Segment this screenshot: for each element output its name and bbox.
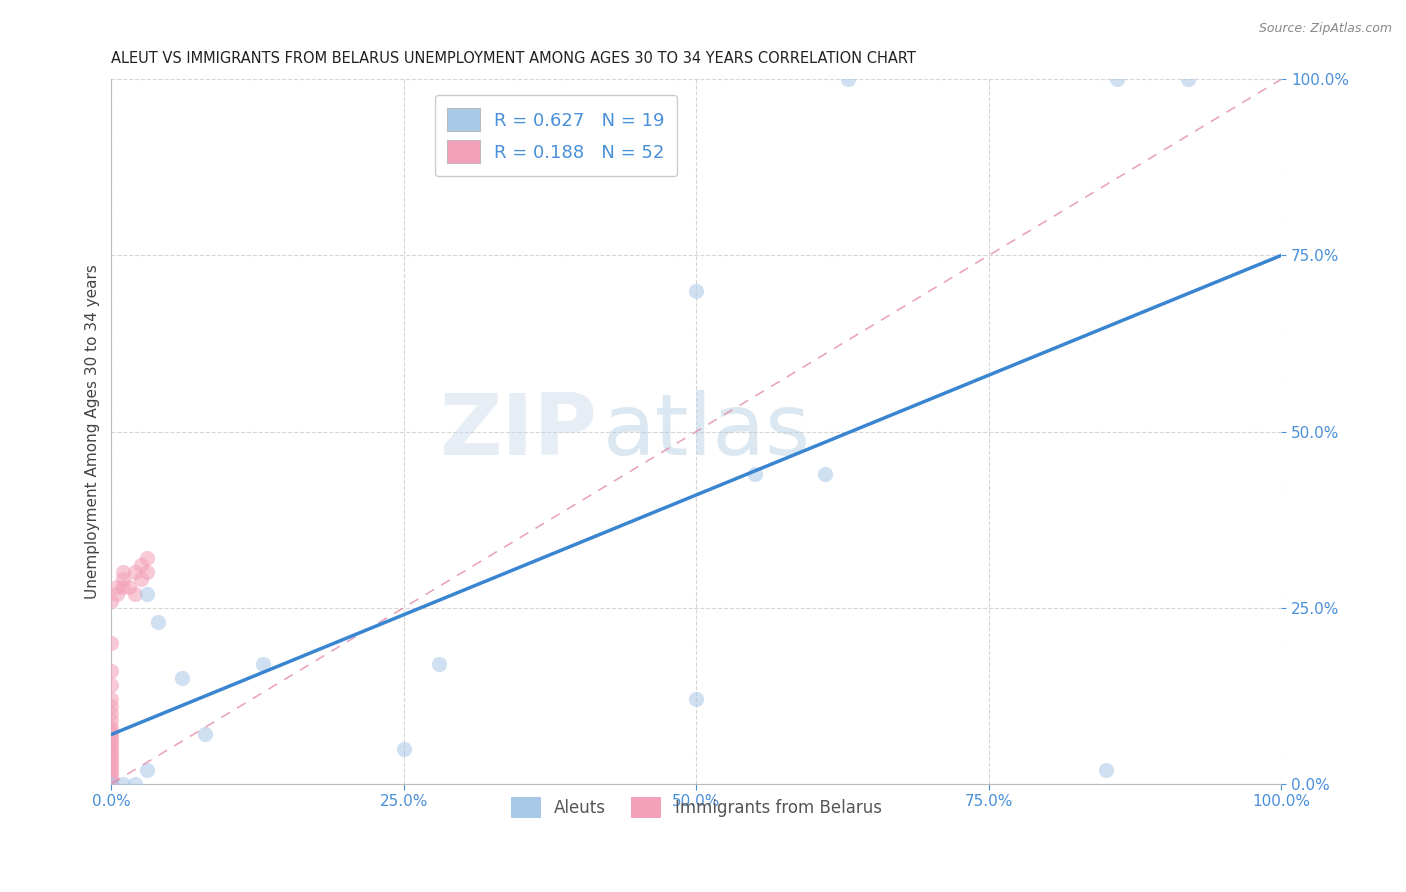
Point — [100, 777, 122, 791]
Point — [100, 664, 122, 678]
Point — [135, 566, 157, 580]
Point — [100, 593, 122, 607]
Point — [685, 692, 707, 706]
Point — [100, 699, 122, 714]
Point — [100, 706, 122, 721]
Point — [100, 766, 122, 780]
Point — [100, 777, 122, 791]
Point — [100, 752, 122, 766]
Point — [100, 777, 122, 791]
Point — [100, 692, 122, 706]
Point — [100, 777, 122, 791]
Point — [392, 741, 415, 756]
Point — [100, 777, 122, 791]
Point — [100, 777, 122, 791]
Point — [427, 657, 450, 671]
Point — [100, 770, 122, 784]
Point — [135, 551, 157, 566]
Point — [100, 777, 122, 791]
Point — [112, 777, 135, 791]
Point — [100, 777, 122, 791]
Point — [124, 586, 146, 600]
Point — [100, 714, 122, 728]
Point — [100, 756, 122, 770]
Point — [194, 727, 217, 741]
Point — [100, 723, 122, 738]
Point — [100, 748, 122, 763]
Point — [148, 615, 170, 629]
Point — [170, 671, 193, 685]
Point — [100, 734, 122, 748]
Point — [100, 777, 122, 791]
Point — [252, 657, 274, 671]
Point — [112, 580, 135, 594]
Point — [100, 727, 122, 741]
Point — [135, 763, 157, 777]
Point — [100, 777, 122, 791]
Text: ZIP: ZIP — [439, 390, 596, 473]
Point — [100, 777, 122, 791]
Point — [100, 759, 122, 773]
Point — [100, 777, 122, 791]
Point — [1107, 72, 1129, 87]
Point — [135, 586, 157, 600]
Legend: Aleuts, Immigrants from Belarus: Aleuts, Immigrants from Belarus — [505, 790, 889, 825]
Point — [100, 777, 122, 791]
Point — [105, 580, 128, 594]
Point — [100, 678, 122, 692]
Point — [118, 580, 141, 594]
Point — [100, 741, 122, 756]
Point — [124, 777, 146, 791]
Point — [100, 745, 122, 759]
Point — [100, 777, 122, 791]
Y-axis label: Unemployment Among Ages 30 to 34 years: Unemployment Among Ages 30 to 34 years — [86, 264, 100, 599]
Point — [100, 777, 122, 791]
Point — [129, 558, 152, 573]
Point — [129, 573, 152, 587]
Point — [685, 284, 707, 298]
Point — [112, 566, 135, 580]
Point — [1094, 763, 1116, 777]
Point — [105, 586, 128, 600]
Point — [744, 467, 766, 481]
Point — [124, 566, 146, 580]
Point — [100, 636, 122, 650]
Point — [112, 573, 135, 587]
Point — [837, 72, 859, 87]
Text: ALEUT VS IMMIGRANTS FROM BELARUS UNEMPLOYMENT AMONG AGES 30 TO 34 YEARS CORRELAT: ALEUT VS IMMIGRANTS FROM BELARUS UNEMPLO… — [111, 51, 917, 66]
Point — [100, 763, 122, 777]
Point — [814, 467, 837, 481]
Text: atlas: atlas — [603, 390, 811, 473]
Point — [100, 777, 122, 791]
Point — [100, 738, 122, 752]
Point — [100, 720, 122, 734]
Text: Source: ZipAtlas.com: Source: ZipAtlas.com — [1258, 22, 1392, 36]
Point — [100, 731, 122, 745]
Point — [1177, 72, 1199, 87]
Point — [100, 773, 122, 788]
Point — [100, 777, 122, 791]
